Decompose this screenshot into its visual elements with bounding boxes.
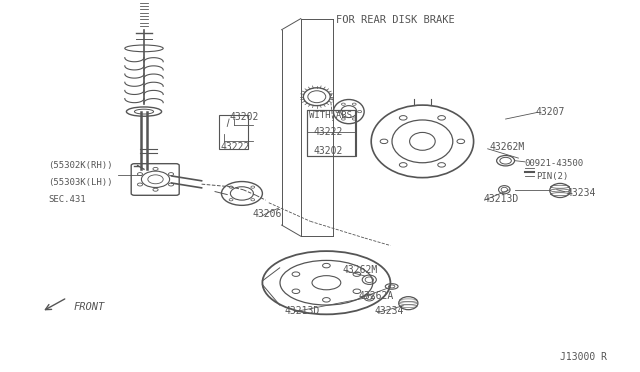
- Text: 43206: 43206: [253, 209, 282, 219]
- Text: 43262M: 43262M: [342, 265, 378, 275]
- Text: 43202: 43202: [229, 112, 259, 122]
- Text: FRONT: FRONT: [74, 302, 105, 312]
- Bar: [307, 110, 356, 156]
- Text: 43234: 43234: [374, 306, 404, 315]
- Text: 43234: 43234: [566, 189, 596, 198]
- Text: 43222: 43222: [314, 127, 343, 137]
- Text: (55303K(LH)): (55303K(LH)): [48, 178, 113, 187]
- Text: 43213D: 43213D: [285, 306, 320, 315]
- Bar: [219, 115, 248, 149]
- Text: 43202: 43202: [314, 146, 343, 155]
- Text: PIN(2): PIN(2): [536, 172, 568, 181]
- Text: 43207: 43207: [536, 107, 565, 116]
- Text: 00921-43500: 00921-43500: [525, 159, 584, 168]
- Text: 43262A: 43262A: [358, 291, 394, 301]
- Text: 43262M: 43262M: [490, 142, 525, 152]
- Text: SEC.431: SEC.431: [48, 195, 86, 203]
- Text: J13000 R: J13000 R: [560, 352, 607, 362]
- Bar: [307, 110, 355, 156]
- Text: 43213D: 43213D: [483, 194, 518, 204]
- Text: WITH ABS: WITH ABS: [309, 111, 352, 120]
- Text: FOR REAR DISK BRAKE: FOR REAR DISK BRAKE: [336, 16, 455, 25]
- Text: (55302K(RH)): (55302K(RH)): [48, 161, 113, 170]
- Text: 43222: 43222: [221, 142, 250, 152]
